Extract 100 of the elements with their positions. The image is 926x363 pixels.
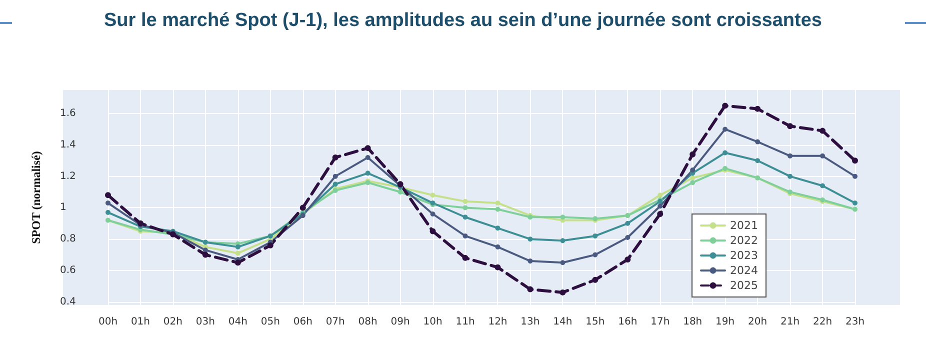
point [658, 192, 663, 198]
point [462, 254, 468, 261]
point [332, 182, 338, 187]
chart-title: Sur le marché Spot (J-1), les amplitudes au sein d’une journée sont croissantes [103, 10, 823, 32]
x-tick-label: 00h [98, 316, 118, 328]
y-tick-label: 1.6 [60, 108, 76, 120]
point [332, 174, 338, 179]
x-tick-label: 02h [163, 316, 182, 328]
point [625, 220, 630, 226]
point [462, 205, 468, 210]
y-tick-label: 1.2 [60, 170, 76, 182]
point [754, 106, 761, 112]
legend-label: 2022 [730, 234, 758, 247]
x-tick-label: 06h [293, 316, 312, 328]
point [106, 200, 110, 206]
y-tick-label: 0.8 [60, 234, 76, 245]
point [528, 258, 533, 264]
y-tick-label: 1.4 [60, 139, 76, 150]
point [462, 198, 468, 204]
point [494, 264, 501, 270]
y-tick-label: 1 [60, 202, 66, 214]
x-tick-label: 03h [196, 316, 215, 328]
y-tick-label: 0.6 [60, 264, 76, 276]
point [495, 206, 500, 212]
y-tick-label: 0.4 [60, 296, 76, 308]
point [820, 183, 826, 188]
point [332, 154, 338, 160]
point [755, 139, 760, 144]
legend-label: 2023 [730, 249, 758, 262]
point [430, 228, 436, 234]
point [690, 168, 696, 173]
x-tick-label: 20h [748, 316, 768, 328]
point [202, 248, 208, 253]
point [430, 211, 436, 216]
x-tick-label: 17h [650, 316, 670, 328]
point [722, 150, 728, 156]
x-tick-label: 21h [780, 316, 800, 328]
point [560, 238, 566, 244]
point [592, 276, 598, 283]
point [235, 244, 240, 250]
point [788, 174, 793, 179]
point [106, 210, 110, 215]
point [657, 210, 664, 217]
point [528, 236, 533, 242]
point [852, 174, 858, 179]
point [527, 286, 534, 292]
point [820, 153, 826, 158]
x-tick-label: 12h [488, 316, 508, 328]
point [462, 214, 468, 220]
point [300, 204, 306, 211]
point [398, 190, 403, 195]
point [365, 154, 370, 160]
x-tick-label: 05h [260, 316, 280, 328]
x-tick-label: 14h [553, 316, 572, 328]
x-tick-label: 07h [326, 316, 345, 328]
point [852, 200, 858, 206]
point [105, 192, 111, 198]
x-tick-label: 11h [456, 316, 475, 328]
point [234, 260, 241, 266]
x-tick-label: 08h [358, 316, 378, 328]
point [722, 126, 728, 132]
y-axis-title: SPOT (normalisé) [29, 151, 43, 244]
point [852, 158, 858, 164]
legend-label: 2024 [730, 264, 758, 277]
point [690, 151, 696, 158]
x-tick-label: 19h [716, 316, 735, 328]
x-tick-label: 18h [683, 316, 702, 328]
point [235, 250, 240, 256]
point [202, 252, 208, 258]
point [788, 153, 793, 158]
point [560, 289, 566, 296]
point [495, 244, 500, 250]
legend-label: 2025 [730, 279, 758, 292]
legend-label: 2021 [730, 219, 758, 232]
x-tick-label: 15h [586, 316, 605, 328]
point [658, 204, 663, 209]
x-tick-label: 16h [618, 316, 638, 328]
point [592, 252, 598, 258]
x-tick-label: 23h [845, 316, 865, 328]
point [690, 175, 696, 180]
point [624, 256, 631, 262]
x-tick-label: 09h [390, 316, 410, 328]
point [560, 214, 566, 220]
x-tick-label: 13h [520, 316, 540, 328]
point [560, 260, 566, 266]
x-tick-label: 10h [423, 316, 442, 328]
point [625, 235, 630, 240]
point [690, 180, 696, 186]
x-tick-label: 22h [812, 316, 832, 328]
point [820, 128, 826, 134]
point [592, 233, 598, 238]
point [430, 192, 436, 198]
point [495, 226, 500, 231]
point [787, 123, 794, 130]
point [267, 242, 274, 248]
point [495, 200, 500, 206]
x-tick-label: 01h [130, 316, 150, 328]
x-tick-label: 04h [228, 316, 248, 328]
point [755, 158, 760, 164]
point [722, 102, 728, 109]
